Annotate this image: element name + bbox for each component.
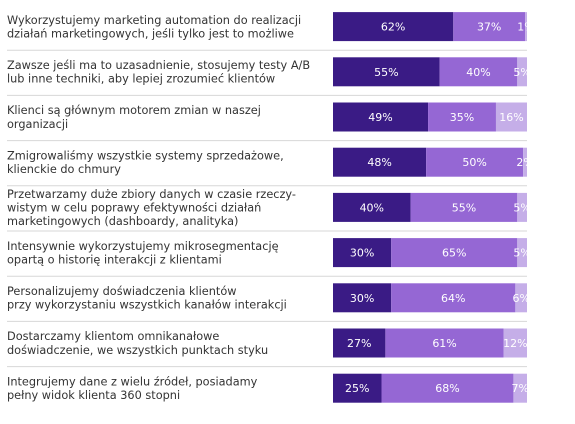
category-label: Klienci są głównym motorem zmian w nasze… (7, 104, 261, 117)
bar-segment (333, 102, 429, 132)
category-label: Przetwarzamy duże zbiory danych w czasie… (7, 188, 296, 201)
data-label: 27% (347, 337, 371, 350)
data-label: 5% (513, 66, 530, 79)
data-label: 2% (516, 156, 533, 169)
bar-segment (517, 238, 527, 268)
category-label: działań marketingowych, jeśli tylko jest… (7, 27, 294, 40)
bar-segment (453, 12, 526, 42)
bar-segment (513, 373, 527, 403)
data-label: 49% (368, 111, 392, 124)
bar-segment (523, 147, 527, 177)
data-label: 1% (517, 21, 534, 34)
category-label: organizacji (7, 118, 68, 131)
category-label: Intensywnie wykorzystujemy mikrosegmenta… (7, 240, 279, 253)
bar-segment (333, 147, 427, 177)
category-label: Dostarczamy klientom omnikanałowe (7, 330, 219, 343)
bar-segment (525, 12, 527, 42)
bar-segment (439, 57, 518, 87)
bar-segment (515, 283, 527, 313)
bar-segment (333, 192, 411, 222)
category-label: Integrujemy dane z wielu źródeł, posiada… (7, 375, 258, 388)
category-label: przy wykorzystaniu wszystkich kanałów in… (7, 299, 287, 312)
bar-segment (517, 192, 527, 222)
data-label: 30% (350, 247, 374, 260)
category-label: marketingowych (dashboardy, analityka) (7, 215, 238, 228)
category-label: klienckie do chmury (7, 163, 121, 176)
category-label: lub inne techniki, aby lepiej zrozumieć … (7, 73, 275, 86)
data-label: 62% (381, 21, 405, 34)
category-label: Personalizujemy doświadczenia klientów (7, 285, 236, 298)
category-label: Wykorzystujemy marketing automation do r… (7, 14, 301, 27)
data-label: 40% (466, 66, 490, 79)
bar-segment (333, 238, 392, 268)
bar-segment (385, 328, 504, 358)
bar-segment (428, 102, 496, 132)
data-label: 37% (477, 21, 501, 34)
category-label: pełny widok klienta 360 stopni (7, 389, 180, 402)
bar-segment (333, 57, 440, 87)
data-label: 7% (511, 382, 528, 395)
data-label: 12% (503, 337, 527, 350)
data-label: 65% (442, 247, 466, 260)
data-label: 6% (512, 292, 529, 305)
category-label: doświadczenie, we wszystkich punktach st… (7, 344, 268, 357)
data-label: 5% (513, 247, 530, 260)
data-label: 16% (499, 111, 523, 124)
data-label: 50% (462, 156, 486, 169)
data-label: 61% (432, 337, 456, 350)
category-label: Zawsze jeśli ma to uzasadnienie, stosuje… (7, 59, 310, 72)
data-label: 40% (360, 201, 384, 214)
data-label: 68% (435, 382, 459, 395)
data-label: 55% (452, 201, 476, 214)
bar-segment (410, 192, 518, 222)
data-label: 55% (374, 66, 398, 79)
data-label: 5% (513, 201, 530, 214)
bar-segment (333, 328, 386, 358)
data-label: 30% (350, 292, 374, 305)
bar-segment (503, 328, 527, 358)
bar-segment (426, 147, 524, 177)
category-label: Zmigrowaliśmy wszystkie systemy sprzedaż… (7, 149, 284, 162)
data-label: 35% (450, 111, 474, 124)
category-label: wistym w celu poprawy efektywności dział… (7, 201, 261, 214)
data-label: 25% (345, 382, 369, 395)
bar-segment (391, 238, 518, 268)
bar-segment (495, 102, 527, 132)
bar-segment (391, 283, 516, 313)
bar-segment (517, 57, 527, 87)
data-label: 48% (367, 156, 391, 169)
category-label: opartą o historię interakcji z klientami (7, 253, 222, 266)
data-label: 64% (441, 292, 465, 305)
bar-segment (333, 373, 382, 403)
bar-segment (333, 12, 454, 42)
bar-segment (333, 283, 392, 313)
bar-segment (381, 373, 514, 403)
